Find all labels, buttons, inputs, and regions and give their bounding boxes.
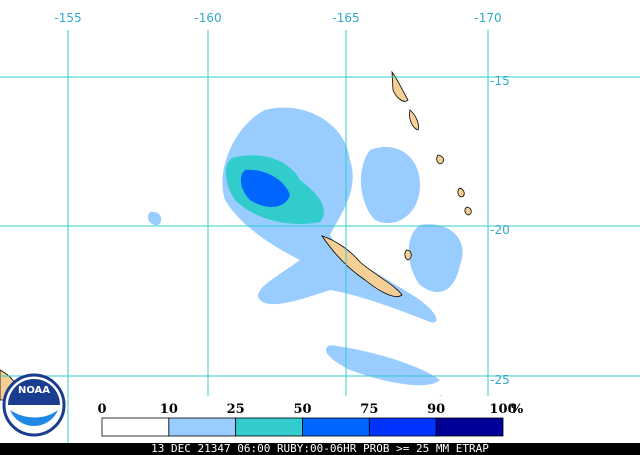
land [0,70,472,401]
lat-label: -25 [490,373,510,387]
prob-10-25 [326,345,440,386]
island [436,154,444,165]
lon-label: -160 [194,11,221,25]
logo-top [8,379,60,405]
legend-label: 100 [489,402,516,417]
legend-swatch [302,417,370,437]
island [464,206,472,216]
island [404,249,412,261]
legend-unit: % [511,402,524,417]
prob-10-25 [147,211,162,226]
lat-label: -15 [490,74,510,88]
legend-label: 90 [427,402,445,417]
footer-bar [0,443,640,455]
footer-text: 13 DEC 21347 06:00 RUBY:00-06HR PROB >= … [151,442,489,455]
island [457,187,465,198]
lat-label: -20 [490,223,510,237]
grid [0,30,640,443]
logo-bottom [10,410,58,427]
island [391,70,409,102]
logo-text: NOAA [18,385,50,396]
legend-swatch [235,417,303,437]
legend-swatch [168,417,237,437]
island [409,109,419,131]
noaa-logo: NOAA [2,373,66,437]
prob-10-25 [360,146,420,224]
legend-label: 75 [360,402,378,417]
legend-label: 10 [160,402,178,417]
legend-swatch [368,417,437,437]
prob-10-25 [408,224,463,293]
legend-label: 0 [97,402,106,417]
legend-label: 25 [227,402,245,417]
lon-label: -170 [474,11,501,25]
legend-swatch [435,417,504,437]
legend: 0 10 25 50 75 90 100% [97,402,524,437]
new-caledonia [321,235,403,297]
lon-label: -155 [54,11,81,25]
legend-swatch [101,417,170,437]
legend-label: 50 [293,402,311,417]
grid-labels: -155 -160 -165 -170 -15 -20 -25 [54,11,509,387]
lon-label: -165 [332,11,359,25]
prob-50-75 [240,169,290,207]
